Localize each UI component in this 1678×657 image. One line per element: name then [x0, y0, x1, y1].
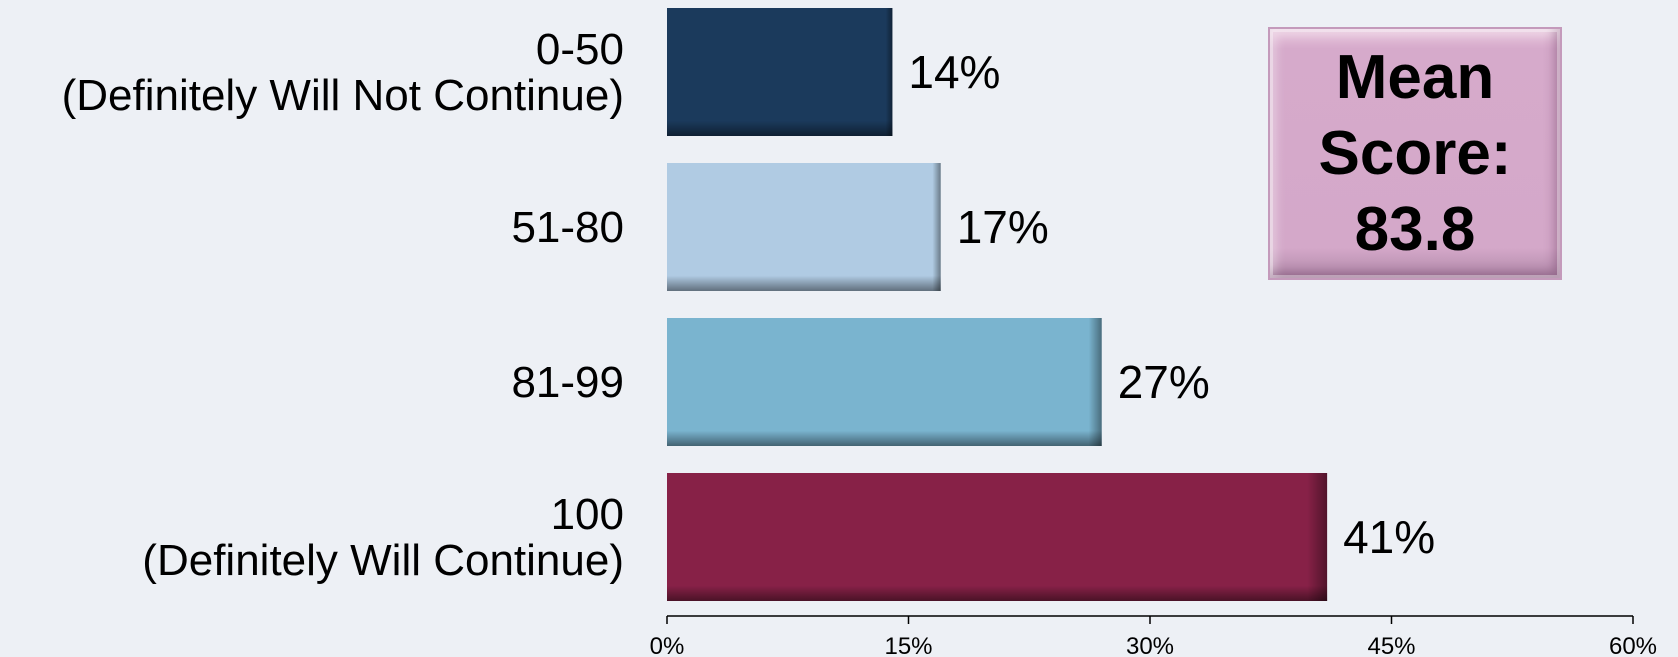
category-label-1-0: 51-80: [511, 203, 624, 252]
bar-group-2: [667, 318, 1102, 446]
x-axis: 0% 15% 30% 45% 60%: [650, 615, 1657, 657]
x-tick-label-3: 45%: [1367, 633, 1415, 657]
category-label-2-0: 81-99: [511, 358, 624, 407]
value-label-2: 27%: [1118, 356, 1210, 408]
category-label-0-0: 0-50: [536, 25, 624, 74]
bar-group-3: [667, 473, 1328, 601]
mean-score-line-1: Mean: [1335, 42, 1495, 112]
category-label-3-0: 100: [551, 490, 624, 539]
bar-group-1: [667, 163, 941, 291]
x-tick-label-1: 15%: [884, 633, 932, 657]
x-tick-label-4: 60%: [1609, 633, 1657, 657]
category-label-3-1: (Definitely Will Continue): [142, 536, 624, 585]
mean-score-value: 83.8: [1354, 194, 1476, 264]
mean-score-box: Mean Score: 83.8: [1268, 27, 1562, 280]
bar-shade-right-3: [667, 473, 1328, 601]
value-label-1: 17%: [957, 201, 1049, 253]
x-tick-label-2: 30%: [1126, 633, 1174, 657]
category-label-0-1: (Definitely Will Not Continue): [62, 71, 624, 120]
mean-score-line-2: Score:: [1318, 118, 1512, 188]
value-label-0: 14%: [908, 46, 1000, 98]
bars-layer: 14% 0-50(Definitely Will Not Continue) 17%…: [62, 8, 1435, 601]
bar-shade-right-0: [667, 8, 893, 136]
bar-group-0: [667, 8, 893, 136]
value-label-3: 41%: [1343, 511, 1435, 563]
bar-shade-right-2: [667, 318, 1102, 446]
x-tick-label-0: 0%: [650, 633, 685, 657]
bar-shade-right-1: [667, 163, 941, 291]
